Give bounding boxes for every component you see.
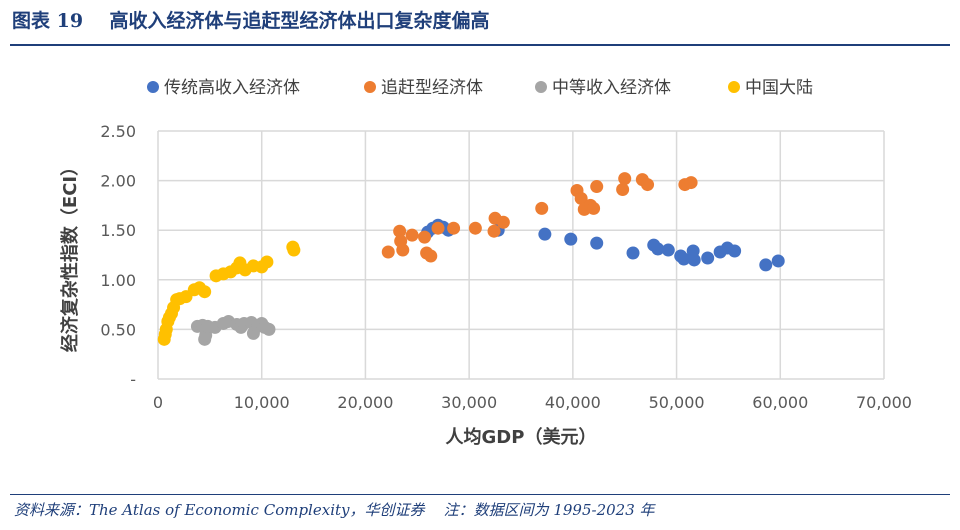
data-point xyxy=(728,244,742,258)
data-point xyxy=(677,252,691,266)
data-point xyxy=(587,201,601,215)
x-tick-label: 20,000 xyxy=(337,393,393,412)
legend-marker xyxy=(364,81,376,93)
data-point xyxy=(198,285,212,299)
data-point xyxy=(661,243,675,257)
legend-marker xyxy=(147,81,159,93)
data-point xyxy=(771,254,785,268)
data-point xyxy=(759,258,773,272)
figure-title: 图表 19 高收入经济体与追赶型经济体出口复杂度偏高 xyxy=(12,10,490,32)
legend-label: 传统高收入经济体 xyxy=(164,78,300,98)
y-axis-label: 经济复杂性指数（ECI） xyxy=(59,158,81,352)
data-point xyxy=(616,183,630,197)
data-point xyxy=(260,255,274,269)
data-point xyxy=(424,249,438,263)
data-point xyxy=(287,243,301,257)
footer-divider xyxy=(10,494,950,495)
legend-label: 中国大陆 xyxy=(745,78,813,98)
legend-marker xyxy=(728,81,740,93)
data-point xyxy=(626,246,640,260)
data-point xyxy=(262,322,276,336)
data-point xyxy=(590,180,604,194)
data-point xyxy=(590,236,604,250)
y-tick-label: 0.50 xyxy=(100,320,136,339)
source-note: 资料来源：The Atlas of Economic Complexity，华创… xyxy=(14,501,655,519)
data-point xyxy=(618,172,632,186)
y-tick-label: 2.50 xyxy=(100,122,136,141)
x-tick-label: 60,000 xyxy=(752,393,808,412)
x-axis-label: 人均GDP（美元） xyxy=(446,426,597,448)
x-tick-label: 30,000 xyxy=(441,393,497,412)
data-point xyxy=(468,221,482,235)
x-tick-label: 50,000 xyxy=(649,393,705,412)
x-tick-label: 40,000 xyxy=(545,393,601,412)
data-point xyxy=(447,221,461,235)
data-point xyxy=(574,191,588,205)
data-point xyxy=(538,227,552,241)
data-point xyxy=(381,245,395,259)
y-tick-label: - xyxy=(130,370,136,389)
data-point xyxy=(496,215,510,229)
data-point xyxy=(564,232,578,246)
y-tick-label: 1.00 xyxy=(100,271,136,290)
legend-marker xyxy=(535,81,547,93)
data-point xyxy=(418,230,432,244)
data-point xyxy=(641,178,655,192)
x-tick-label: 10,000 xyxy=(234,393,290,412)
data-point xyxy=(487,224,501,238)
legend-label: 追赶型经济体 xyxy=(381,78,483,98)
y-tick-label: 1.50 xyxy=(100,221,136,240)
x-tick-label: 70,000 xyxy=(856,393,912,412)
data-point xyxy=(535,201,549,215)
data-point xyxy=(684,176,698,190)
data-point xyxy=(431,221,445,235)
data-point xyxy=(687,253,701,267)
y-tick-label: 2.00 xyxy=(100,172,136,191)
data-point xyxy=(651,242,665,256)
data-point xyxy=(701,251,715,265)
x-tick-label: 0 xyxy=(153,393,163,412)
legend-label: 中等收入经济体 xyxy=(552,78,671,98)
data-point xyxy=(393,224,407,238)
title-divider xyxy=(10,44,950,46)
data-point xyxy=(405,228,419,242)
data-point xyxy=(396,243,410,257)
